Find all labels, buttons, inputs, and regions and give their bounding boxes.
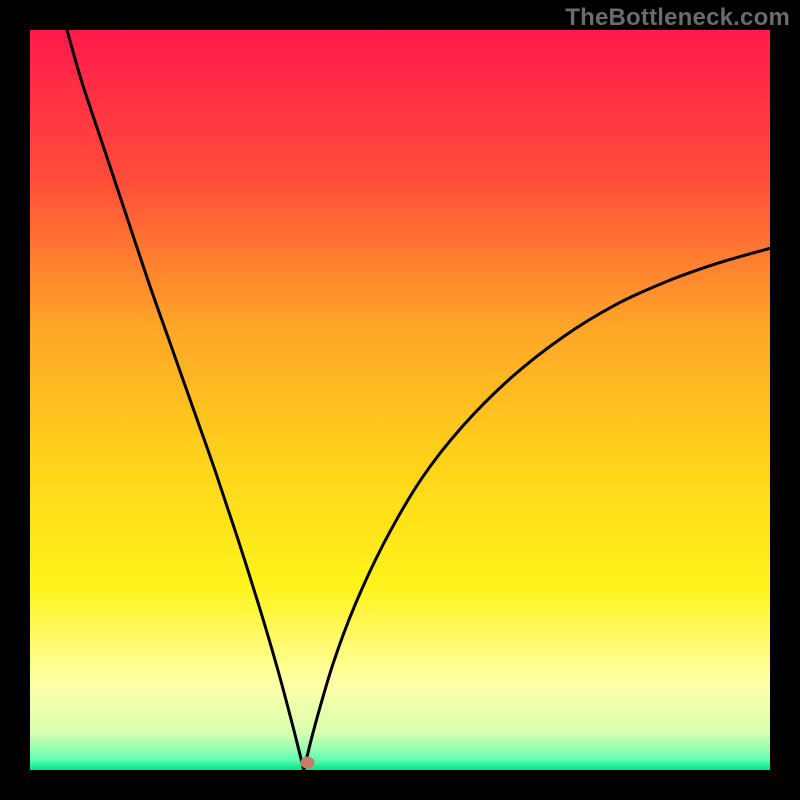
optimal-point-marker <box>301 757 315 769</box>
chart-container: TheBottleneck.com <box>0 0 800 800</box>
watermark-text: TheBottleneck.com <box>565 4 790 32</box>
plot-background <box>30 30 770 770</box>
bottleneck-chart <box>0 0 800 800</box>
